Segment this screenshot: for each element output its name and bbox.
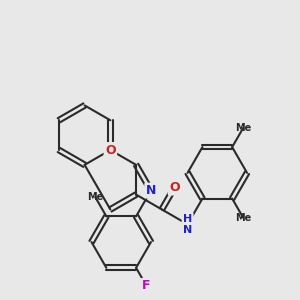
Text: O: O bbox=[105, 143, 116, 157]
Text: N: N bbox=[146, 184, 156, 197]
Text: F: F bbox=[142, 279, 151, 292]
Text: Me: Me bbox=[235, 123, 251, 133]
Text: Me: Me bbox=[87, 192, 103, 202]
Text: Me: Me bbox=[235, 213, 251, 223]
Text: H
N: H N bbox=[183, 214, 192, 235]
Text: O: O bbox=[169, 181, 180, 194]
